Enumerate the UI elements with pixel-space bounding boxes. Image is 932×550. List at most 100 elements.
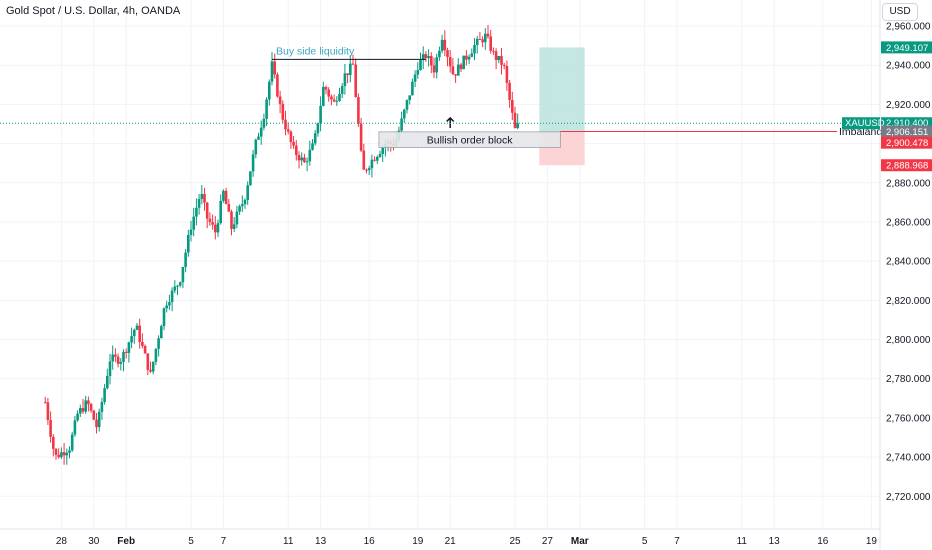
candle-body [170,290,174,303]
x-tick-label: 5 [642,536,648,547]
candle-body [249,171,252,186]
candle-body [195,207,198,217]
candle-body [457,64,460,76]
candle-body [313,133,317,144]
candle-body [268,81,271,100]
price-tag-value: 2,900.478 [886,138,928,149]
y-tick-label: 2,860.000 [886,217,931,228]
current-price-value: 2,910.400 [886,118,928,129]
candle-body [232,224,236,229]
candle-body [322,86,325,106]
candle-body [187,234,190,253]
x-tick-label: 13 [315,536,327,547]
candle-body [84,400,87,412]
candle-body [446,50,449,57]
candle-body [89,404,93,411]
y-tick-label: 2,840.000 [886,257,931,268]
candle-body [440,39,444,51]
candle-body [65,452,69,456]
candle-body [157,338,160,349]
candle-body [219,200,222,224]
x-tick-label: Feb [117,536,135,547]
candle-body [494,51,498,61]
target-zone [539,47,585,132]
candle-body [108,361,112,376]
candle-body [235,211,239,225]
y-tick-label: 2,880.000 [886,178,931,189]
y-tick-label: 2,780.000 [886,374,931,385]
candle-body [327,89,330,97]
candle-body [486,33,490,37]
candle-body [462,55,465,70]
candle-body [49,419,52,437]
candle-body [373,159,376,161]
chart-title: Gold Spot / U.S. Dollar, 4h, OANDA [6,5,181,17]
candle-body [324,86,328,90]
candle-body [511,99,514,113]
price-tag [881,159,932,172]
candle-body [427,56,430,59]
candle-body [378,153,382,157]
candle-body [305,161,309,163]
candle-body [478,38,482,40]
candle-body [262,118,266,128]
candle-body [92,410,96,420]
x-tick-label: 25 [509,536,521,547]
y-tick-label: 2,960.000 [886,22,931,33]
y-tick-label: 2,820.000 [886,296,931,307]
x-tick-label: 30 [88,536,100,547]
candle-body [349,63,352,76]
candle-body [254,139,258,155]
candle-body [411,81,414,96]
candle-body [481,39,484,43]
candle-body [408,95,411,101]
candle-body [203,194,206,203]
candle-body [470,53,474,57]
candle-body [413,74,417,82]
candle-body [103,388,106,403]
candle-body [438,50,441,58]
candle-body [257,136,260,140]
x-axis: 28 30 Feb 5 7 11 13 16 19 21 25 27 Mar 5 7 11 13 16 19 [56,536,878,547]
x-tick-label: 5 [188,536,194,547]
position-zones [539,47,585,166]
candle-body [502,64,506,66]
y-tick-label: 2,760.000 [886,413,931,424]
candle-body [473,45,476,54]
candle-body [154,348,158,362]
x-tick-label: Mar [571,536,589,547]
candle-body [484,33,487,43]
candle-body [216,223,220,233]
candle-body [286,129,290,132]
y-tick-label: 2,740.000 [886,453,931,464]
candle-body [211,222,214,225]
candle-body [419,60,422,70]
candle-body [135,325,139,330]
candle-body [162,308,166,327]
candle-body [443,39,447,51]
candle-body [332,99,336,102]
candle-body [168,302,171,306]
candle-body [432,65,436,73]
x-tick-label: 27 [542,536,554,547]
candle-body [303,157,306,163]
candle-body [435,57,438,73]
candle-body [95,419,98,428]
candle-body [227,204,231,212]
currency-button[interactable]: USD [882,3,918,21]
candle-body [265,99,268,119]
candle-body [46,402,50,420]
candle-body [351,63,355,65]
candle-body [200,194,204,199]
symbol-label: XAUUSD [845,118,885,129]
candle-body [62,452,66,456]
candle-body [176,285,179,287]
candle-body [308,149,312,162]
candle-body [106,375,109,389]
y-tick-label: 2,940.000 [886,61,931,72]
candle-body [508,82,511,100]
candle-body [116,356,120,364]
candle-body [133,329,136,337]
